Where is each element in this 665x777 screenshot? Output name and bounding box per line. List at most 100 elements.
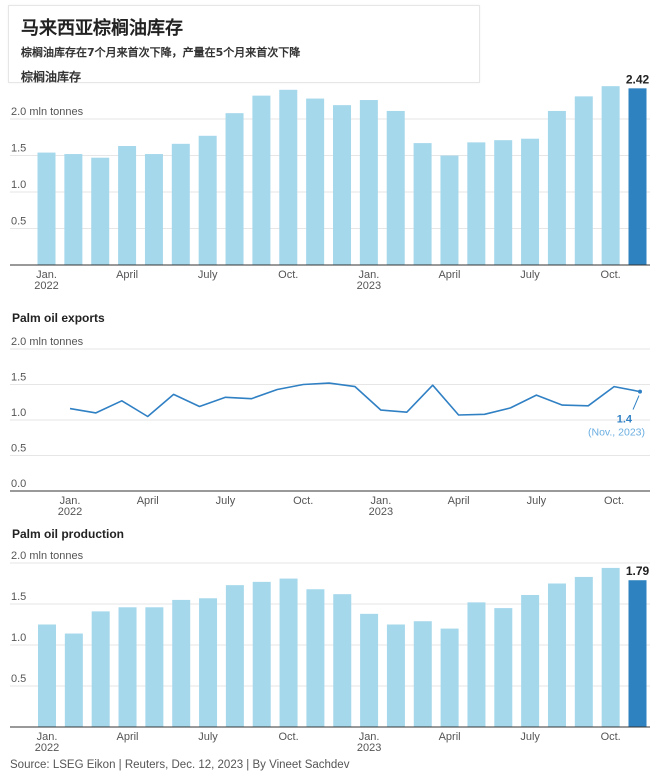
bar <box>171 143 190 265</box>
x-tick-label: Jan. <box>36 269 57 281</box>
bar <box>37 152 56 265</box>
x-tick-year: 2022 <box>58 506 82 518</box>
bar <box>574 96 593 266</box>
source-note: Source: LSEG Eikon | Reuters, Dec. 12, 2… <box>10 759 350 771</box>
bar <box>91 157 110 265</box>
bar <box>199 598 218 727</box>
stocks-chart-title: 棕榈油库存 <box>21 70 82 84</box>
bar <box>547 110 566 265</box>
bar <box>225 113 244 265</box>
x-tick-label: Oct. <box>601 731 621 743</box>
annotation-arrow <box>632 395 640 410</box>
production-bar-chart: 0.51.01.52.0 mln tonnes1.79Jan.2022April… <box>10 550 650 754</box>
x-tick-year: 2023 <box>369 506 393 518</box>
y-tick-label: 1.5 <box>11 372 26 384</box>
x-tick-label: April <box>439 731 461 743</box>
y-tick-label: 2.0 mln tonnes <box>11 106 84 118</box>
bar <box>279 89 298 265</box>
bar <box>467 602 486 727</box>
bar <box>386 110 405 265</box>
bar <box>118 146 137 265</box>
x-tick-label: Oct. <box>278 269 298 281</box>
y-tick-label: 1.0 <box>11 632 26 644</box>
last-value-label: 2.42 <box>626 72 650 86</box>
bar <box>413 143 432 265</box>
x-tick-label: April <box>116 269 138 281</box>
chart-subtitle: 棕榈油库存在7个月来首次下降，产量在5个月来首次下降 <box>21 46 301 59</box>
bar <box>64 154 83 265</box>
x-tick-year: 2023 <box>357 280 381 292</box>
bar <box>118 607 137 727</box>
bar <box>359 100 378 266</box>
x-tick-year: 2022 <box>34 280 58 292</box>
x-tick-label: July <box>216 495 236 507</box>
y-tick-label: 2.0 mln tonnes <box>11 336 84 348</box>
x-tick-label: Jan. <box>60 495 81 507</box>
y-tick-label: 0.5 <box>11 673 26 685</box>
bar <box>628 88 647 265</box>
annotation-date: (Nov., 2023) <box>588 427 645 439</box>
x-tick-label: July <box>198 731 218 743</box>
x-tick-label: April <box>438 269 460 281</box>
last-value-label: 1.79 <box>626 564 650 578</box>
exports-chart-title: Palm oil exports <box>12 311 105 325</box>
bar <box>467 142 486 265</box>
bar <box>601 86 620 266</box>
x-tick-label: Oct. <box>293 495 313 507</box>
y-tick-label: 1.0 <box>11 179 26 191</box>
bar <box>145 607 164 727</box>
last-point <box>638 389 642 394</box>
x-tick-label: July <box>520 731 540 743</box>
bar <box>252 581 271 727</box>
x-tick-label: Oct. <box>601 269 621 281</box>
bar <box>574 576 593 727</box>
bar <box>306 98 325 265</box>
bar <box>252 95 271 265</box>
bar <box>494 608 513 727</box>
x-tick-label: Jan. <box>371 495 392 507</box>
bar <box>547 583 566 727</box>
exports-line-chart: 0.0 0.5 1.0 1.5 2.0 mln tonnes 1.4(Nov., 2023… <box>10 336 650 518</box>
y-tick-label: 0.0 <box>11 478 26 490</box>
bar <box>64 633 83 727</box>
x-tick-label: Oct. <box>604 495 624 507</box>
y-tick-label: 0.5 <box>11 443 26 455</box>
y-tick-label: 1.5 <box>11 143 26 155</box>
x-tick-label: July <box>520 269 540 281</box>
bar <box>198 135 217 265</box>
x-tick-year: 2022 <box>35 742 59 754</box>
x-tick-label: Jan. <box>358 269 379 281</box>
bar <box>386 624 405 727</box>
bar <box>413 621 432 727</box>
y-tick-label: 2.0 mln tonnes <box>11 550 84 562</box>
bar <box>440 628 459 727</box>
bar <box>360 613 379 727</box>
bar <box>279 578 298 727</box>
x-tick-label: July <box>527 495 547 507</box>
bar <box>91 611 110 727</box>
x-tick-label: Jan. <box>37 731 58 743</box>
bar <box>628 580 647 727</box>
x-tick-label: April <box>137 495 159 507</box>
bar <box>306 589 325 727</box>
bar <box>521 594 540 727</box>
y-tick-label: 1.5 <box>11 591 26 603</box>
production-chart-title: Palm oil production <box>12 527 125 541</box>
bar <box>440 155 459 265</box>
chart-title: 马来西亚棕榈油库存 <box>21 18 183 39</box>
title-box: 马来西亚棕榈油库存 棕榈油库存在7个月来首次下降，产量在5个月来首次下降 棕榈油… <box>8 5 480 84</box>
x-tick-label: July <box>198 269 218 281</box>
y-tick-label: 1.0 <box>11 407 26 419</box>
bar <box>144 154 163 265</box>
y-tick-label: 0.5 <box>11 216 26 228</box>
bar <box>333 594 352 727</box>
bar <box>333 105 351 265</box>
x-tick-year: 2023 <box>357 742 381 754</box>
x-tick-label: April <box>117 731 139 743</box>
x-tick-label: April <box>448 495 470 507</box>
stocks-bar-chart: 0.51.01.52.0 mln tonnes2.42Jan.2022April… <box>10 72 650 292</box>
x-tick-label: Jan. <box>359 731 380 743</box>
bar <box>38 624 56 727</box>
bar <box>521 138 540 265</box>
annotation-value: 1.4 <box>617 414 633 426</box>
